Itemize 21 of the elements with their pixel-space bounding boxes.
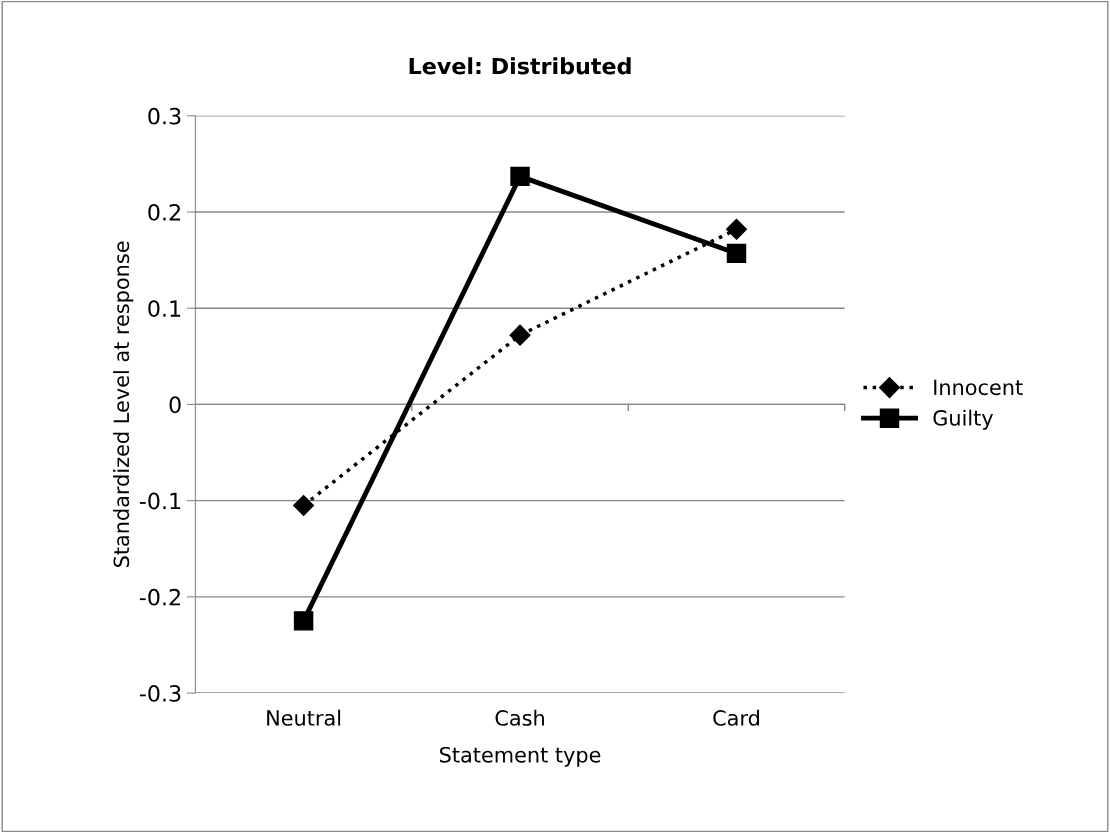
y-tick-label: 0.3 — [148, 107, 181, 125]
point — [510, 166, 530, 187]
y-axis-title: Standardized Level at response — [113, 241, 134, 568]
point — [293, 611, 314, 631]
y-tick-label: 0.2 — [148, 203, 180, 221]
chart-title: Level: Distributed — [409, 57, 631, 75]
x-axis-title: Statement type — [440, 746, 601, 767]
y-tick-label: 0.1 — [148, 300, 181, 317]
x-tick-label: Cash — [495, 709, 544, 726]
legend-label: Guilty — [933, 409, 994, 430]
point — [725, 218, 748, 240]
x-tick-label: Neutral — [267, 709, 341, 726]
x-tick-label: Card — [713, 709, 759, 726]
legend-label: Innocent — [934, 379, 1023, 396]
y-tick-label: 0 — [169, 396, 181, 414]
y-tick-label: -0.1 — [139, 492, 181, 510]
point — [726, 243, 747, 264]
y-tick-label: -0.2 — [139, 588, 180, 606]
y-tick-label: -0.3 — [139, 685, 181, 702]
point — [509, 324, 531, 346]
point — [293, 494, 315, 516]
